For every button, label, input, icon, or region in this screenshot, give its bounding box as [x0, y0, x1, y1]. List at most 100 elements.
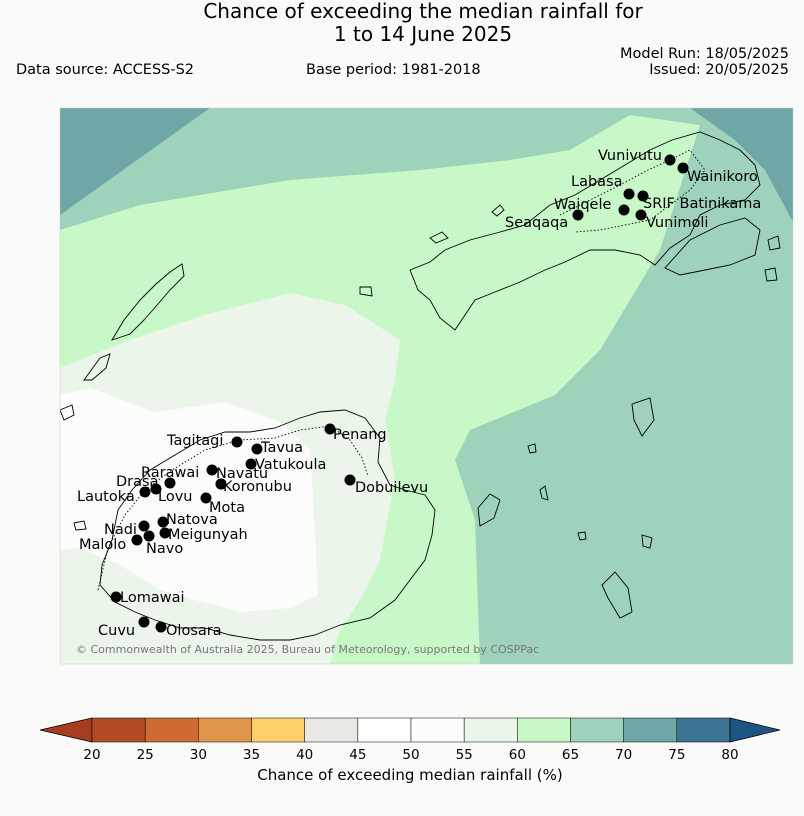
island-3: [631, 397, 655, 437]
stations-layer: Vunivutu Wainikoro Labasa Waiqele SRIF Batin…: [77, 148, 761, 639]
station-marker: [344, 474, 356, 486]
station-label: Olosara: [166, 623, 222, 639]
viti-levu-coast: [99, 409, 436, 641]
station-marker: [143, 530, 155, 542]
station-marker: [324, 423, 336, 435]
colorbar-swatch: [251, 717, 305, 743]
colorbar-swatch: [517, 717, 571, 743]
station-marker: [155, 621, 167, 633]
island-7: [577, 531, 587, 541]
colorbar-swatch: [144, 717, 199, 743]
colorbar-swatch: [304, 717, 359, 743]
island-2: [539, 485, 549, 501]
station-label: Mota: [209, 500, 245, 516]
colorbar-tick-label: 70: [615, 747, 632, 763]
station-label: Cuvu: [98, 623, 135, 639]
data-source-text: Data source: ACCESS-S2: [16, 62, 195, 78]
station-label: Natova: [166, 512, 218, 528]
colorbar-swatch: [91, 717, 146, 743]
station-label: Wainikoro: [687, 169, 758, 185]
station-marker: [231, 436, 243, 448]
colorbar-tick-label: 55: [456, 747, 473, 763]
colorbar-upper-arrow: [729, 717, 781, 743]
station-marker: [206, 464, 218, 476]
colorbar-tick-label: 80: [721, 747, 738, 763]
band-70-75-west: [60, 108, 210, 215]
station-marker: [138, 520, 150, 532]
station-marker: [572, 209, 584, 221]
island-11: [491, 204, 505, 217]
station-label: Navo: [146, 541, 183, 557]
map-frame: [59, 107, 794, 665]
colorbar-tick-label: 40: [296, 747, 313, 763]
station-label: Lomawai: [120, 590, 184, 606]
title-line-1: Chance of exceeding the median rainfall …: [203, 0, 643, 23]
station-marker: [131, 534, 143, 546]
island-6: [527, 443, 537, 454]
station-label: Koronubu: [223, 479, 292, 495]
station-marker: [637, 190, 649, 202]
station-marker: [150, 483, 162, 495]
colorbar: 20 25 30 35 40 45 50 55 60 65 70 75 80: [39, 717, 781, 763]
station-marker: [215, 478, 227, 490]
station-label: Waiqele: [554, 197, 611, 213]
map-title: Chance of exceeding the median rainfall …: [0, 0, 804, 46]
vanua-levu-coast: [409, 131, 761, 331]
yasawa-islands: [83, 353, 111, 381]
colorbar-swatch: [410, 717, 465, 743]
issued-text: Issued: 20/05/2025: [649, 62, 789, 78]
colorbar-swatch: [463, 717, 518, 743]
station-marker: [677, 162, 689, 174]
station-marker: [157, 516, 169, 528]
station-label: Vunivutu: [598, 148, 662, 164]
colorbar-swatch: [357, 717, 412, 743]
station-marker: [635, 209, 647, 221]
station-label: SRIF Batinikama: [643, 196, 761, 212]
colorbar-tick-label: 50: [402, 747, 419, 763]
station-marker: [618, 204, 630, 216]
colorbar-tick-label: 45: [349, 747, 366, 763]
station-marker: [164, 477, 176, 489]
station-label: Labasa: [571, 174, 623, 190]
station-label: Tagitagi: [166, 433, 223, 449]
station-marker: [200, 492, 212, 504]
colorbar-swatch: [623, 717, 678, 743]
colorbar-tick-label: 20: [83, 747, 100, 763]
station-label: Vunimoli: [646, 215, 708, 231]
colorbar-tick-label: 25: [137, 747, 154, 763]
station-marker: [139, 486, 151, 498]
colorbar-swatch: [198, 717, 252, 743]
colorbar-swatch: [676, 717, 731, 743]
station-marker: [159, 527, 171, 539]
station-label: Vatukoula: [255, 457, 326, 473]
map-panel: [60, 108, 793, 664]
model-run-text: Model Run: 18/05/2025: [619, 46, 789, 62]
yasawa-chain: [110, 263, 185, 341]
station-label: Seaqaqa: [505, 215, 568, 231]
base-period-text: Base period: 1981-2018: [306, 62, 481, 78]
colorbar-tick-label: 30: [190, 747, 207, 763]
colorbar-tick-label: 75: [668, 747, 685, 763]
station-label: Tavua: [260, 440, 303, 456]
band-70-75-east: [690, 108, 793, 222]
island-12: [767, 235, 781, 251]
taveuni-coast: [664, 217, 761, 276]
island-5: [641, 534, 653, 549]
island-10: [429, 231, 449, 244]
island-13: [764, 267, 778, 282]
colorbar-lower-arrow: [39, 717, 93, 743]
station-label: Penang: [333, 427, 387, 443]
colorbar-tick-label: 65: [562, 747, 579, 763]
station-marker: [623, 188, 635, 200]
station-label: Lautoka: [77, 489, 135, 505]
island-9: [60, 404, 75, 421]
colorbar-label: Chance of exceeding median rainfall (%): [257, 766, 562, 784]
station-label: Meigunyah: [168, 527, 248, 543]
title-line-2: 1 to 14 June 2025: [333, 22, 513, 46]
station-label: Malolo: [79, 537, 126, 553]
station-marker: [110, 591, 122, 603]
colorbar-swatch: [570, 717, 624, 743]
colorbar-tick-label: 35: [243, 747, 260, 763]
vanua-levu-boundary: [559, 149, 706, 233]
